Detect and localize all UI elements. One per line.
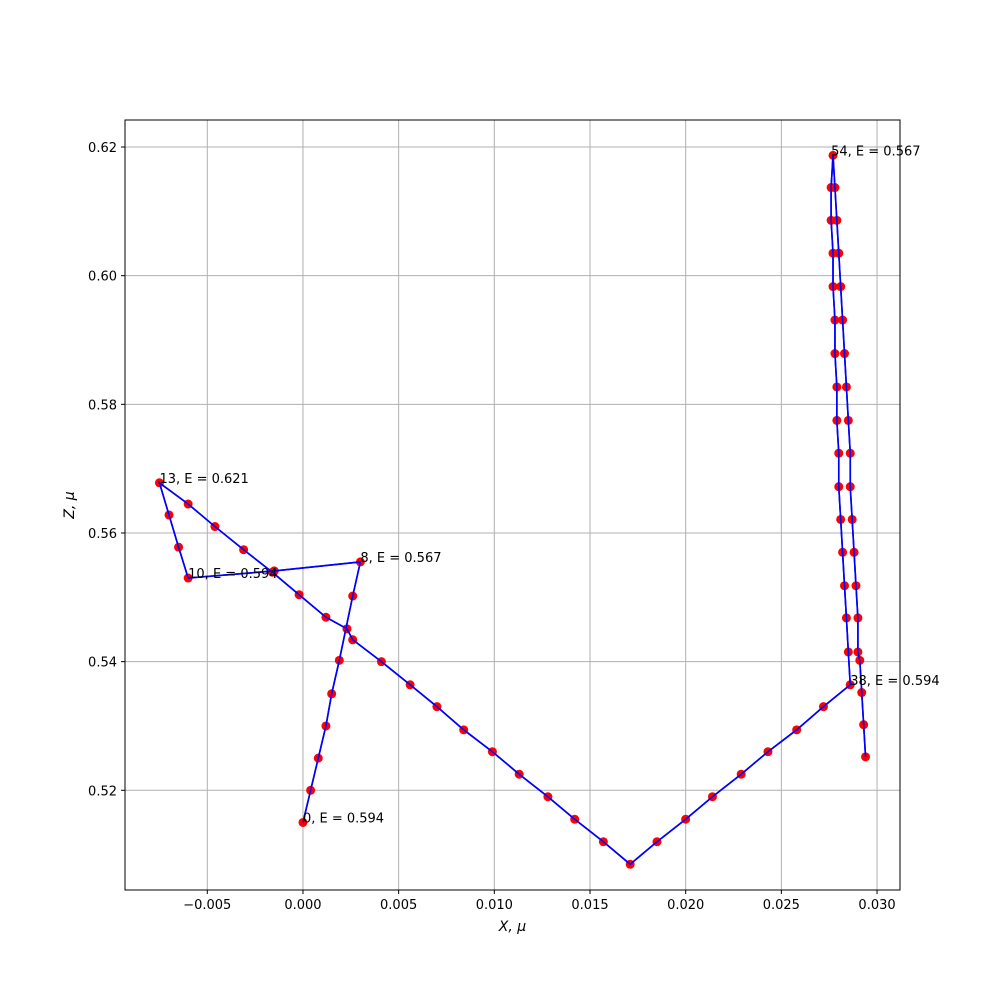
y-tick-label: 0.56 (88, 527, 117, 542)
x-tick-label: 0.015 (571, 898, 608, 913)
x-tick-label: 0.010 (476, 898, 513, 913)
point-annotation: 8, E = 0.567 (360, 551, 441, 566)
point-annotation: 13, E = 0.621 (159, 472, 248, 487)
x-axis-label: X, μ (498, 919, 526, 935)
y-tick-label: 0.52 (88, 784, 117, 799)
point-annotation: 54, E = 0.567 (831, 144, 920, 159)
grid (125, 120, 900, 890)
x-tick-label: 0.025 (763, 898, 800, 913)
axis-ticks: −0.005 0.000 0.005 0.010 0.015 0.020 0.025 0.03… (88, 141, 896, 913)
y-tick-label: 0.62 (88, 141, 117, 156)
annotations: 0, E = 0.594 8, E = 0.567 10, E = 0.594 13,… (159, 144, 939, 826)
y-tick-label: 0.54 (88, 656, 117, 671)
axes-frame (124, 119, 901, 891)
x-tick-label: 0.000 (284, 898, 321, 913)
point-annotation: 10, E = 0.594 (188, 567, 277, 582)
x-tick-label: 0.005 (380, 898, 417, 913)
x-tick-label: 0.020 (667, 898, 704, 913)
point-annotation: 38, E = 0.594 (850, 674, 939, 689)
y-tick-label: 0.58 (88, 398, 117, 413)
y-axis-label: Z, μ (62, 491, 78, 519)
series-line-overlay (157, 155, 867, 866)
y-tick-label: 0.60 (88, 270, 117, 285)
point-annotation: 0, E = 0.594 (303, 811, 384, 826)
data-point (861, 752, 871, 762)
x-tick-label: −0.005 (183, 898, 231, 913)
x-tick-label: 0.030 (858, 898, 895, 913)
series-layer (154, 150, 871, 869)
